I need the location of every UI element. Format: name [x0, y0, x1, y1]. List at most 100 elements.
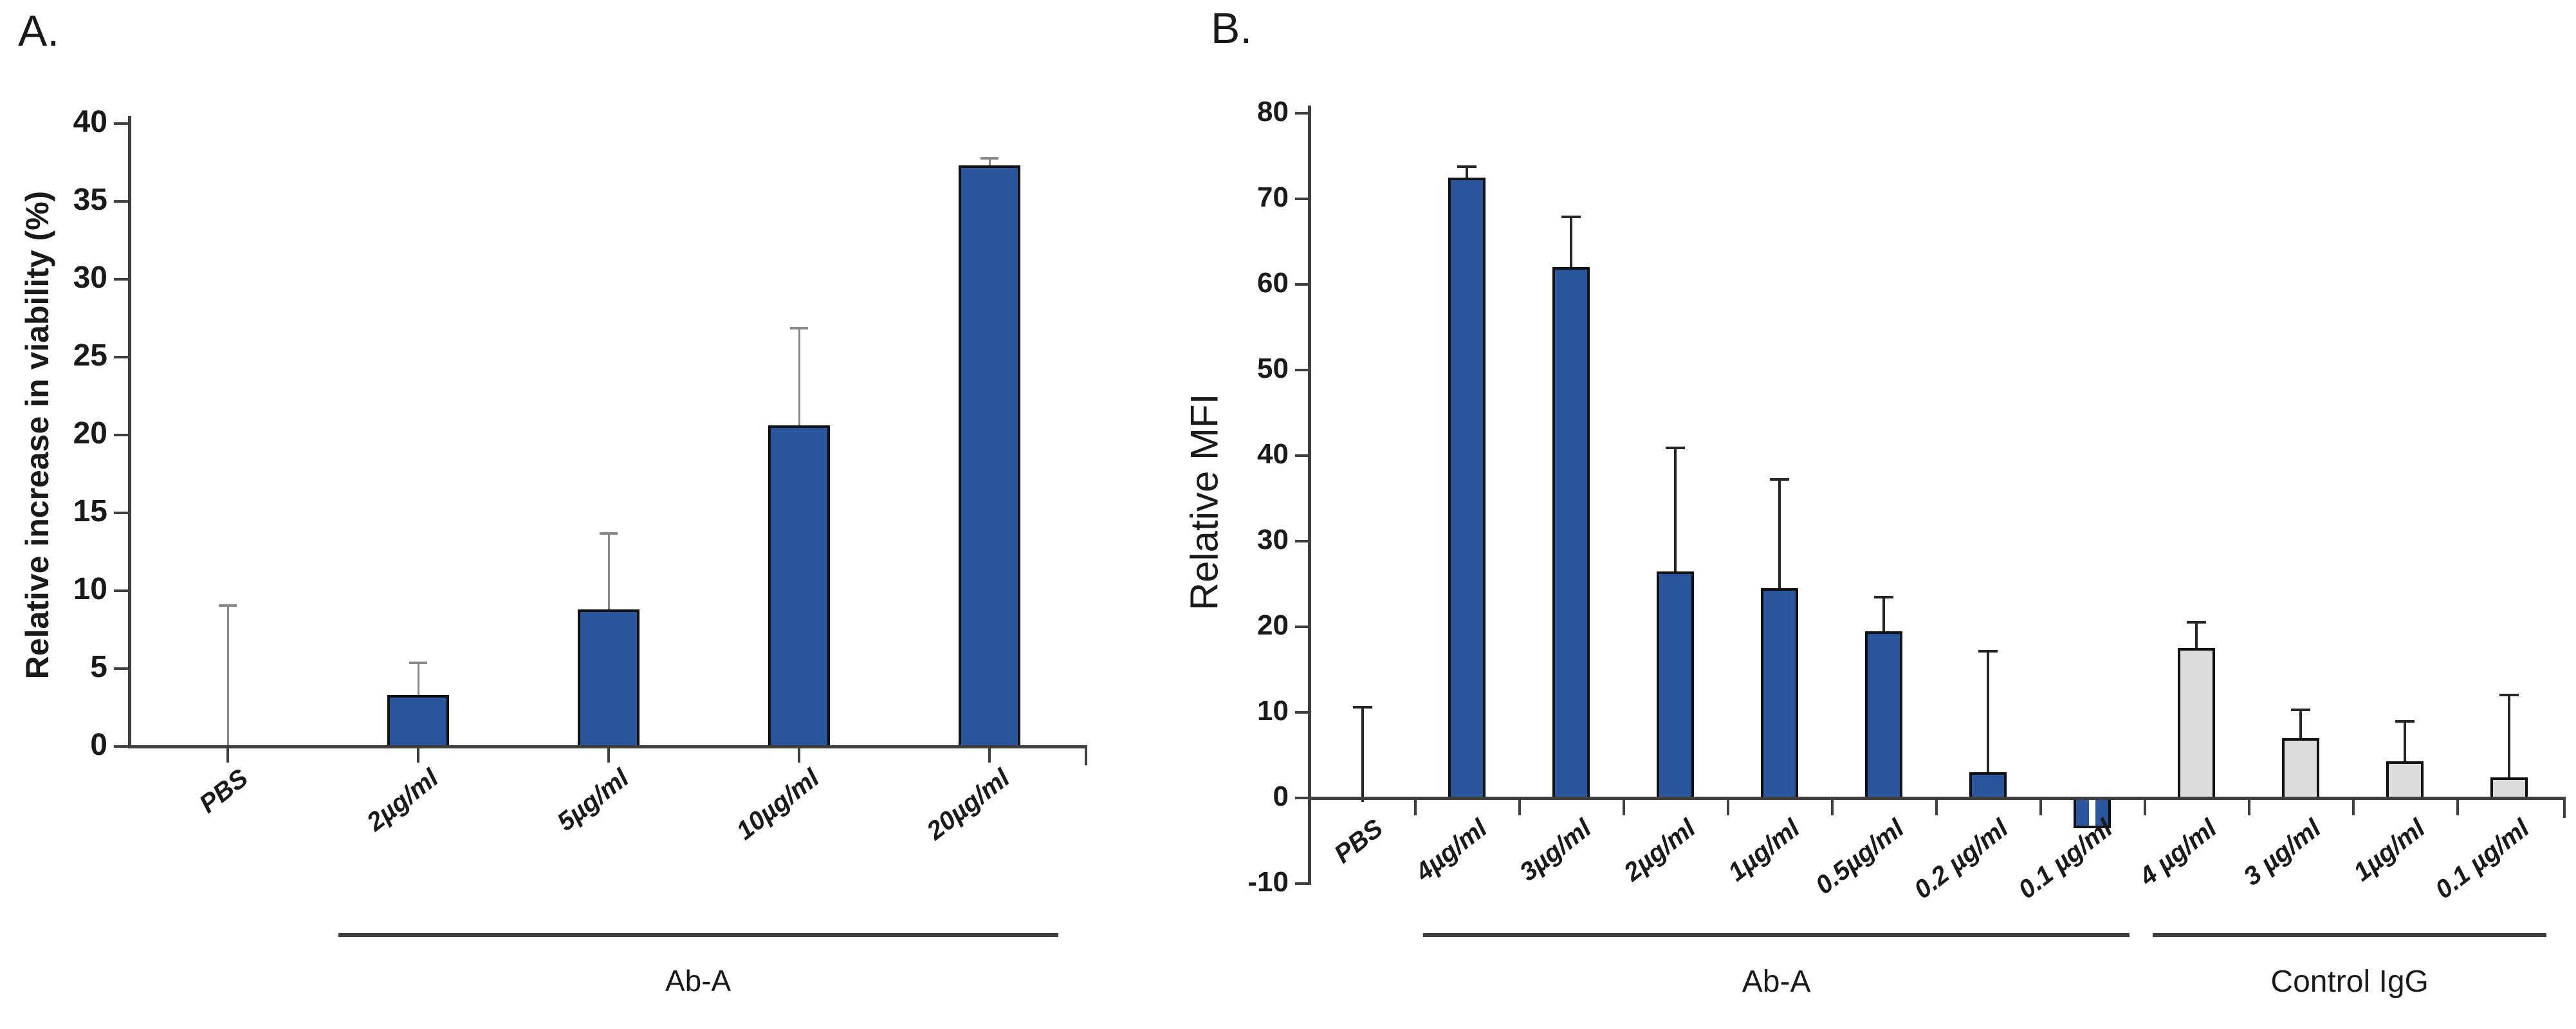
y-tick-label: 10	[1257, 695, 1289, 727]
y-tick-label: 10	[73, 572, 107, 606]
error-whisker	[1987, 651, 1989, 773]
axis-y	[128, 116, 131, 748]
x-tick	[1414, 800, 1417, 815]
y-tick	[1295, 112, 1308, 115]
bar-split-gap	[2089, 799, 2095, 826]
y-tick	[114, 356, 128, 358]
y-tick-label: 30	[1257, 524, 1289, 555]
panel-a-plot: 40 35 30 25 20 15 10 5 0 PBS 2µg/ml 5µg/ml 10µg/ml 20…	[0, 0, 1158, 1029]
error-cap	[2395, 720, 2415, 723]
error-cap	[790, 327, 808, 330]
y-tick-label: 60	[1257, 267, 1289, 299]
error-cap	[1770, 477, 1789, 481]
y-tick-label: 0	[90, 728, 107, 762]
x-axis-end-cap	[2563, 800, 2566, 818]
y-tick	[1295, 454, 1308, 457]
error-whisker	[1361, 706, 1364, 802]
x-tick	[1727, 800, 1729, 815]
error-whisker	[1570, 216, 1572, 268]
bar-4µg/ml	[1448, 177, 1486, 799]
axis-y	[1308, 106, 1311, 885]
y-tick-label: 40	[73, 105, 107, 139]
y-tick	[114, 434, 128, 436]
y-tick-label: -10	[1247, 866, 1289, 898]
y-tick	[1295, 198, 1308, 200]
panel-b-letter: B.	[1211, 4, 1253, 53]
bar-3µg/ml	[1552, 267, 1590, 799]
y-tick-label: 50	[1257, 353, 1289, 384]
bar-0.5µg/ml	[1865, 631, 1902, 799]
y-tick-label: 35	[73, 183, 107, 217]
error-cap	[2291, 708, 2310, 711]
x-tick	[1518, 800, 1521, 815]
group-underline	[1422, 933, 2130, 937]
error-cap	[2187, 621, 2206, 624]
error-cap	[2499, 694, 2519, 697]
y-tick	[1295, 626, 1308, 628]
x-tick	[417, 748, 419, 763]
error-cap	[219, 604, 237, 607]
error-whisker	[226, 604, 229, 750]
group-label: Control IgG	[2270, 965, 2429, 999]
bar-3 µg/ml	[2282, 737, 2319, 799]
error-whisker	[2195, 622, 2198, 649]
y-tick-label: 5	[90, 650, 107, 684]
group-label: Ab-A	[1742, 965, 1811, 999]
error-cap	[1874, 596, 1893, 599]
x-tick	[1623, 800, 1625, 815]
bar-10µg/ml	[768, 425, 830, 748]
y-tick-label: 30	[73, 261, 107, 295]
y-tick	[114, 512, 128, 514]
y-tick	[1295, 540, 1308, 542]
y-tick-label: 70	[1257, 181, 1289, 213]
panel-a: A. Relative increase in viability (%) 40…	[0, 0, 1158, 1029]
y-tick-label: 20	[73, 416, 107, 450]
axis-x	[128, 745, 1087, 748]
y-tick-label: 80	[1257, 96, 1289, 127]
y-tick	[1295, 369, 1308, 371]
panel-b-plot: 80 70 60 50 40 30 20 10 0 -10 PBS 4µg/ml 3µg/ml 2µg/m…	[1158, 0, 2576, 1029]
error-whisker	[1778, 478, 1781, 589]
bar-2µg/ml	[387, 695, 449, 748]
y-tick	[114, 122, 128, 125]
y-tick	[1295, 797, 1308, 799]
x-tick	[607, 748, 610, 763]
y-tick	[114, 589, 128, 592]
error-cap	[1978, 650, 1998, 653]
error-cap	[1353, 705, 1372, 709]
error-whisker	[2299, 709, 2302, 738]
group-label: Ab-A	[665, 964, 731, 997]
bar-4 µg/ml	[2178, 648, 2215, 799]
y-tick	[1295, 283, 1308, 286]
bar-0.2 µg/ml	[1969, 772, 2007, 799]
axis-x	[1308, 797, 2566, 800]
y-tick-label: 20	[1257, 609, 1289, 641]
group-underline	[2152, 933, 2547, 937]
bar-0.1 µg/ml	[2490, 777, 2528, 799]
y-tick	[114, 667, 128, 670]
y-tick-label: 15	[73, 494, 107, 528]
x-axis-end-cap	[1085, 748, 1087, 765]
x-tick	[2144, 800, 2146, 815]
error-cap	[600, 532, 618, 535]
x-tick	[2456, 800, 2459, 815]
error-whisker	[1466, 166, 1468, 178]
panel-a-letter: A.	[18, 6, 60, 55]
x-tick	[1831, 800, 1834, 815]
y-tick	[1295, 882, 1308, 885]
y-tick-label: 40	[1257, 438, 1289, 470]
x-tick	[2352, 800, 2355, 815]
x-tick	[226, 748, 229, 763]
bar-1µg/ml	[1761, 588, 1798, 799]
error-whisker	[798, 328, 800, 426]
error-whisker	[988, 158, 991, 166]
error-cap	[980, 157, 998, 160]
error-cap	[1666, 446, 1685, 449]
error-whisker	[1674, 447, 1677, 571]
x-tick	[988, 748, 991, 763]
y-tick	[114, 278, 128, 281]
bar-1µg/ml	[2386, 761, 2424, 799]
y-tick-label: 25	[73, 338, 107, 373]
bar-20µg/ml	[959, 165, 1020, 748]
